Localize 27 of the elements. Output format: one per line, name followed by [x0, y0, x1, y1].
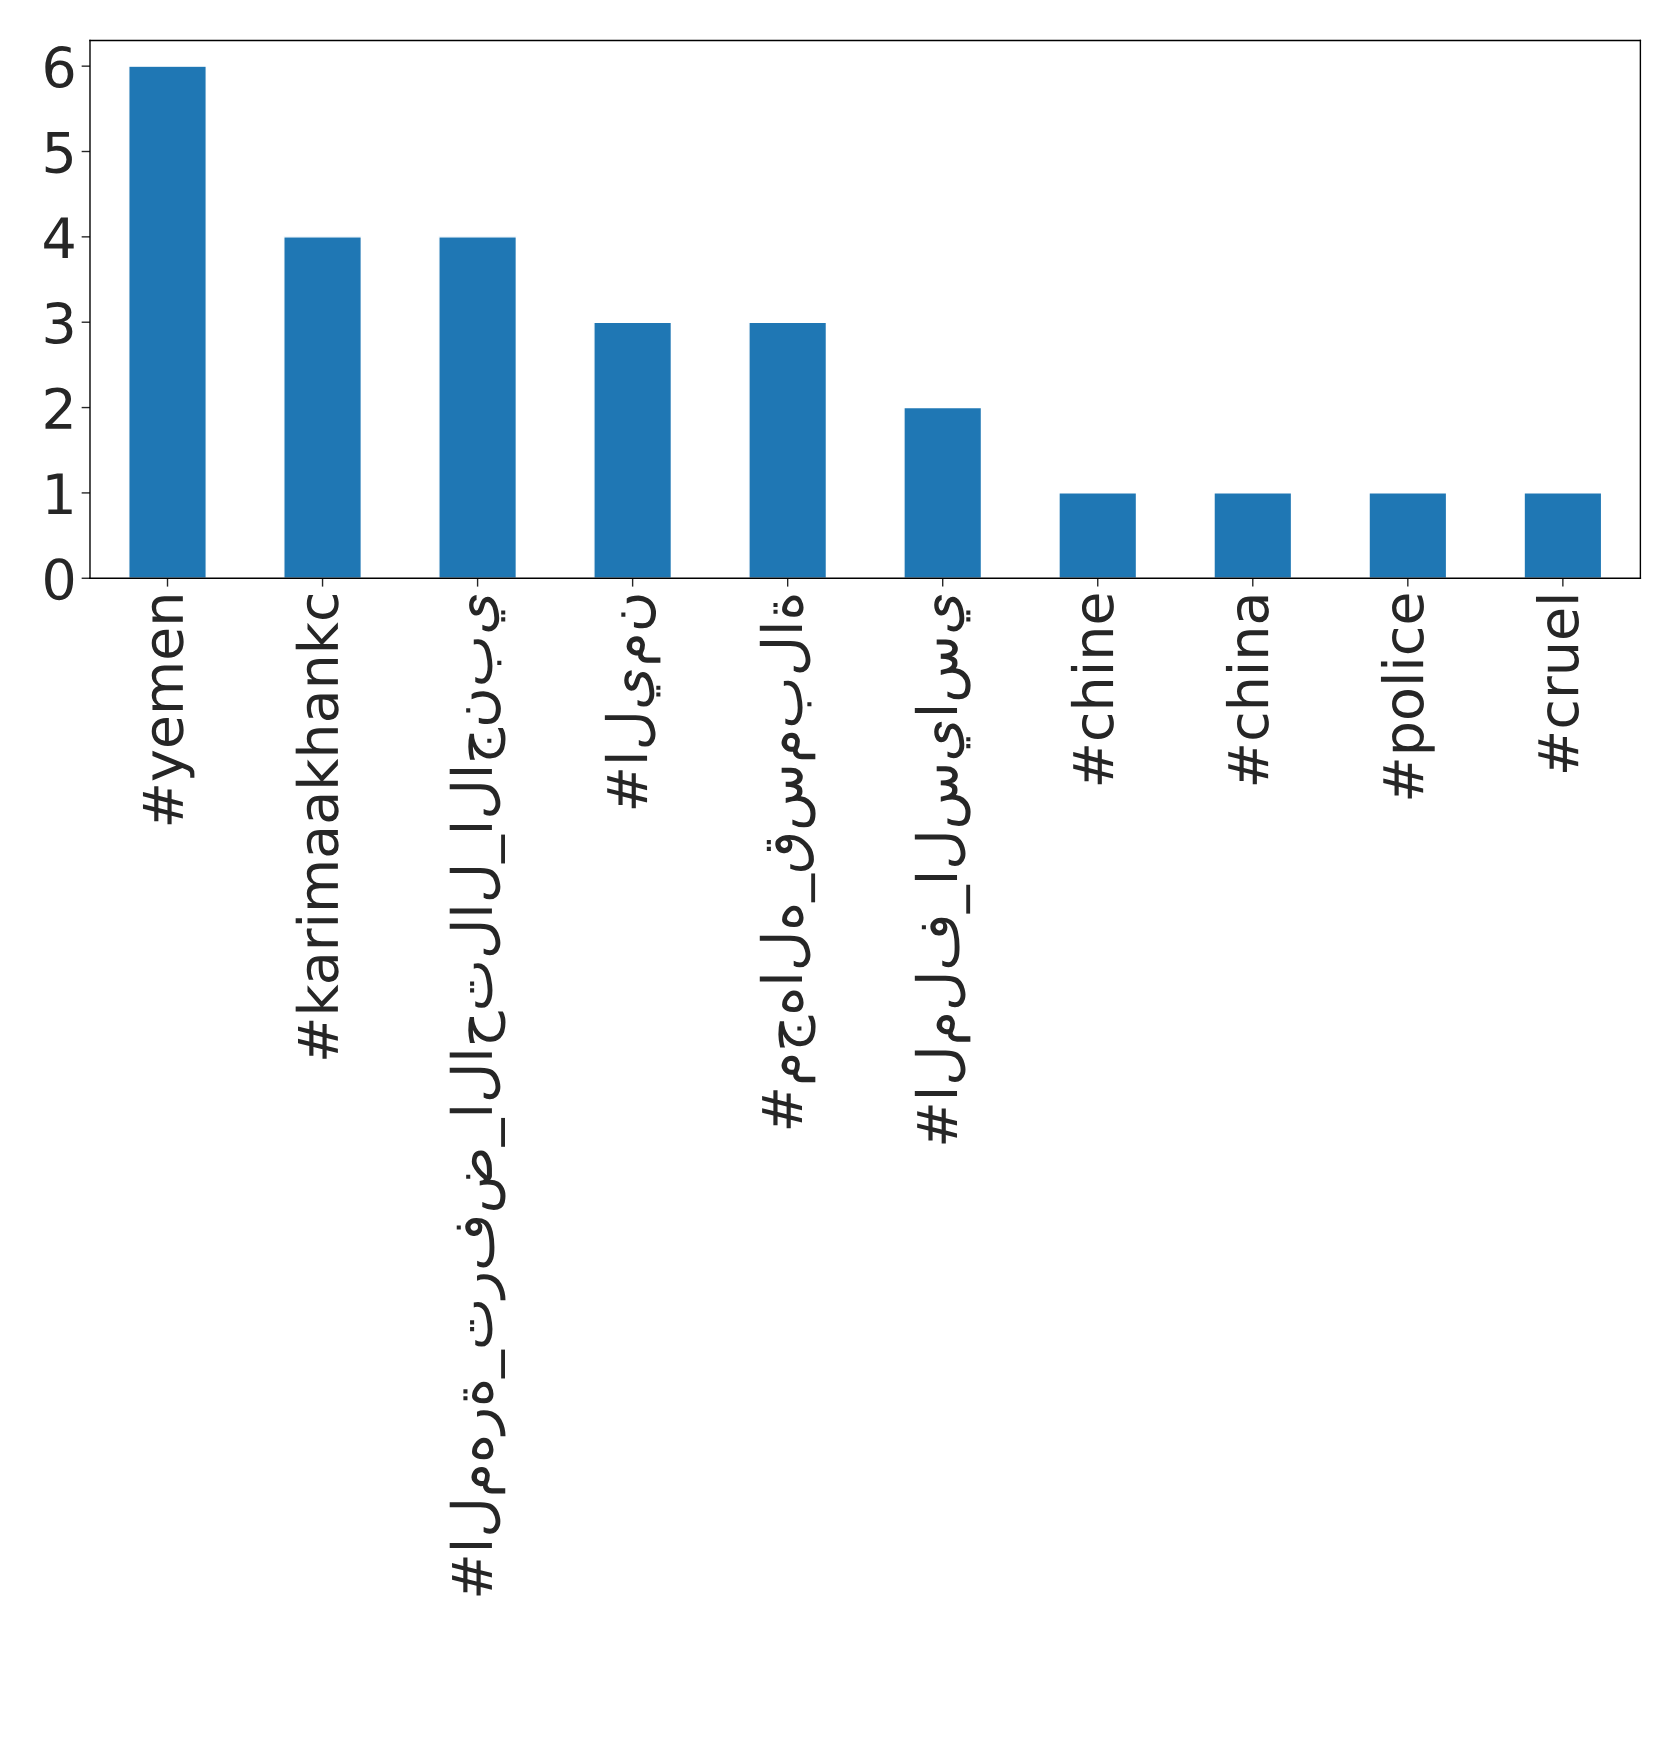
y-tick-label: 4 [44, 217, 74, 258]
y-tick-label: 1 [47, 473, 72, 515]
x-tick-label: #karimaakhankc [295, 594, 339, 1059]
y-tick-label: 3 [45, 302, 73, 345]
bar [1058, 492, 1138, 579]
bar [1523, 492, 1603, 579]
x-tick-label: #chine [1070, 594, 1114, 785]
bar [903, 406, 983, 579]
bar [748, 321, 828, 579]
bar [438, 236, 518, 579]
bar [1368, 492, 1448, 579]
x-tick-label: #yemen [142, 596, 195, 825]
x-tick-label: #المهرة_ترفض_الاحتلال_الاجنبي [449, 595, 506, 1596]
x-tick-label: #cruel [1535, 596, 1579, 772]
y-tick-label: 2 [45, 387, 72, 429]
y-tick-label: 5 [45, 132, 72, 174]
y-tick-label: 6 [45, 46, 74, 89]
bar [283, 236, 363, 579]
x-tick-label: #مجهاله_قسمبلاة [759, 595, 816, 1129]
bar [593, 321, 673, 579]
x-tick-label: #china [1225, 596, 1269, 785]
y-tick-label: 0 [45, 558, 74, 601]
x-tick-label: #الملف_السياسي [914, 595, 971, 1144]
x-tick-label: #police [1380, 594, 1435, 799]
bar [1213, 492, 1293, 579]
bar [128, 65, 207, 579]
x-tick-label: #اليمن [604, 595, 661, 809]
